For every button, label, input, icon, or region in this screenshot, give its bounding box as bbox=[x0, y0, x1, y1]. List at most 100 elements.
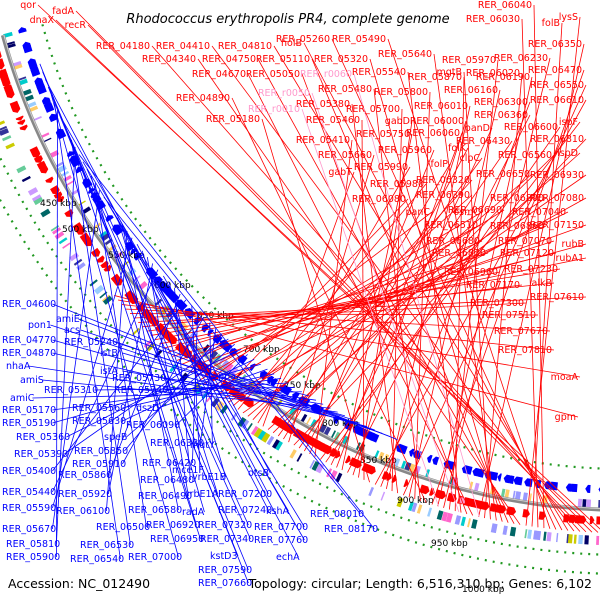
gene-label[interactable]: RER_06230 bbox=[494, 53, 548, 64]
gene-label[interactable]: RER_05380 bbox=[296, 99, 350, 110]
gene-label[interactable]: kstD3 bbox=[210, 551, 238, 562]
gene-label[interactable]: RER_06490 bbox=[138, 491, 192, 502]
gene-label[interactable]: RER_05730 bbox=[112, 373, 166, 384]
gene-label[interactable]: otsB bbox=[248, 468, 269, 479]
gene-label[interactable]: RER_06360 bbox=[474, 110, 528, 121]
gene-label[interactable]: RER_08010 bbox=[310, 509, 364, 520]
gene-label[interactable]: RER_06350 bbox=[528, 39, 582, 50]
gene-label[interactable]: RER_05390 bbox=[14, 449, 68, 460]
gene-label[interactable]: dnaX bbox=[30, 15, 55, 26]
gene-label[interactable]: RER_06510 bbox=[424, 220, 478, 231]
gene-label[interactable]: RER_06680 bbox=[426, 236, 480, 247]
gene-label[interactable]: RER_04670 bbox=[192, 69, 246, 80]
gene-label[interactable]: RER_05260 bbox=[276, 34, 330, 45]
gene-label[interactable]: RER_07150 bbox=[530, 220, 584, 231]
gene-label[interactable]: RER_07590 bbox=[198, 565, 252, 576]
gene-label[interactable]: RER_06960 bbox=[444, 267, 498, 278]
gene-label[interactable]: RER_05490 bbox=[332, 34, 386, 45]
gene-label[interactable]: mgtB bbox=[436, 67, 462, 78]
gene-label[interactable]: yrbE1A bbox=[184, 489, 219, 500]
gene-label[interactable]: RER_06100 bbox=[56, 506, 110, 517]
gene-label[interactable]: RER_04770 bbox=[2, 335, 56, 346]
gene-label[interactable]: RER_06480 bbox=[140, 475, 194, 486]
gene-label[interactable]: RER_06430 bbox=[456, 136, 510, 147]
gene-label[interactable]: RER_06920 bbox=[146, 520, 200, 531]
gene-label[interactable]: alkB bbox=[532, 278, 552, 289]
gene-label[interactable]: RER_06000 bbox=[410, 116, 464, 127]
gene-label[interactable]: acs bbox=[64, 325, 80, 336]
gene-label[interactable]: rubA1 bbox=[556, 253, 585, 264]
gene-label[interactable]: yrbE1B bbox=[192, 472, 226, 483]
gene-label[interactable]: RER_07070 bbox=[498, 236, 552, 247]
gene-label[interactable]: amiE bbox=[56, 314, 80, 325]
gene-label[interactable]: RER_06470 bbox=[528, 65, 582, 76]
gene-label[interactable]: RER_r0060 bbox=[300, 69, 352, 80]
gene-label[interactable]: RER_05910 bbox=[72, 459, 126, 470]
gene-label[interactable]: radA bbox=[182, 507, 205, 518]
gene-label[interactable]: RER_05440 bbox=[2, 487, 56, 498]
gene-label[interactable]: RER_05410 bbox=[296, 135, 350, 146]
gene-label[interactable]: RER_07000 bbox=[128, 552, 182, 563]
gene-label[interactable]: speB bbox=[104, 432, 127, 443]
gene-label[interactable]: RER_05050 bbox=[246, 69, 300, 80]
gene-label[interactable]: RER_05110 bbox=[256, 54, 310, 65]
gene-label[interactable]: moaA bbox=[551, 372, 579, 383]
gene-label[interactable]: RER_05320 bbox=[314, 54, 368, 65]
gene-label[interactable]: RER_04890 bbox=[176, 93, 230, 104]
gene-label[interactable]: RER_06500 bbox=[96, 522, 150, 533]
gene-label[interactable]: RER_05190 bbox=[2, 418, 56, 429]
gene-label[interactable]: RER_07040 bbox=[512, 207, 566, 218]
gene-label[interactable]: RER_r0010 bbox=[248, 104, 300, 115]
gene-label[interactable]: RER_05980 bbox=[370, 179, 424, 190]
gene-label[interactable]: istA bbox=[100, 366, 118, 377]
gene-label[interactable]: RER_07810 bbox=[498, 345, 552, 356]
gene-label[interactable]: qor bbox=[20, 0, 36, 11]
gene-label[interactable]: RER_06390 bbox=[416, 190, 470, 201]
gene-label[interactable]: RER_05460 bbox=[306, 115, 360, 126]
gene-label[interactable]: RER_06580 bbox=[128, 505, 182, 516]
gene-label[interactable]: RER_05630 bbox=[72, 416, 126, 427]
gene-label[interactable]: RER_04410 bbox=[156, 41, 210, 52]
gene-label[interactable]: RER_04870 bbox=[2, 348, 56, 359]
gene-label[interactable]: nhaA bbox=[6, 361, 31, 372]
gene-label[interactable]: RER_07340 bbox=[200, 534, 254, 545]
gene-label[interactable]: RER_06610 bbox=[530, 95, 584, 106]
gene-label[interactable]: RER_05700 bbox=[346, 104, 400, 115]
gene-label[interactable]: ppa bbox=[218, 371, 236, 382]
gene-label[interactable]: RER_06530 bbox=[80, 540, 134, 551]
gene-label[interactable]: RER_07300 bbox=[470, 298, 524, 309]
gene-label[interactable]: gabT bbox=[328, 167, 352, 178]
gene-label[interactable]: dszD bbox=[136, 403, 159, 414]
gene-label[interactable]: RER_07760 bbox=[254, 535, 308, 546]
gene-label[interactable]: RER_05960 bbox=[378, 145, 432, 156]
gene-label[interactable]: fadA bbox=[52, 6, 74, 17]
gene-label[interactable]: istB bbox=[100, 348, 118, 359]
gene-label[interactable]: RER_05170 bbox=[2, 405, 56, 416]
gene-label[interactable]: RER_07230 bbox=[504, 264, 558, 275]
gene-label[interactable]: panC bbox=[405, 207, 430, 218]
gene-label[interactable]: RER_05660 bbox=[318, 150, 372, 161]
gene-label[interactable]: RER_04750 bbox=[202, 54, 256, 65]
gene-label[interactable]: RER_07610 bbox=[530, 292, 584, 303]
gene-label[interactable]: RER_06320 bbox=[416, 175, 470, 186]
gene-label[interactable]: panD bbox=[465, 123, 490, 134]
gene-label[interactable]: ispD bbox=[557, 148, 578, 159]
gene-label[interactable]: RER_05400 bbox=[2, 466, 56, 477]
gene-label[interactable]: RER_05920 bbox=[58, 489, 112, 500]
gene-label[interactable]: amiC bbox=[10, 393, 35, 404]
gene-label[interactable]: RER_06650 bbox=[476, 169, 530, 180]
gene-label[interactable]: RER_07170 bbox=[466, 280, 520, 291]
gene-label[interactable]: RER_04810 bbox=[218, 41, 272, 52]
gene-label[interactable]: RER_07670 bbox=[494, 326, 548, 337]
gene-label[interactable]: RER_06600 bbox=[504, 122, 558, 133]
gene-label[interactable]: RER_05990 bbox=[354, 162, 408, 173]
gene-label[interactable]: RER_06380 bbox=[150, 438, 204, 449]
gene-label[interactable]: RER_06420 bbox=[142, 458, 196, 469]
gene-label[interactable]: amiS bbox=[20, 375, 44, 386]
gene-label[interactable]: RER_05310 bbox=[44, 385, 98, 396]
gene-label[interactable]: RER_06560 bbox=[498, 150, 552, 161]
gene-label[interactable]: RER_06550 bbox=[530, 80, 584, 91]
gene-label[interactable]: RER_07320 bbox=[198, 520, 252, 531]
gene-label[interactable]: RER_05810 bbox=[6, 539, 60, 550]
gene-label[interactable]: folB bbox=[542, 18, 560, 29]
